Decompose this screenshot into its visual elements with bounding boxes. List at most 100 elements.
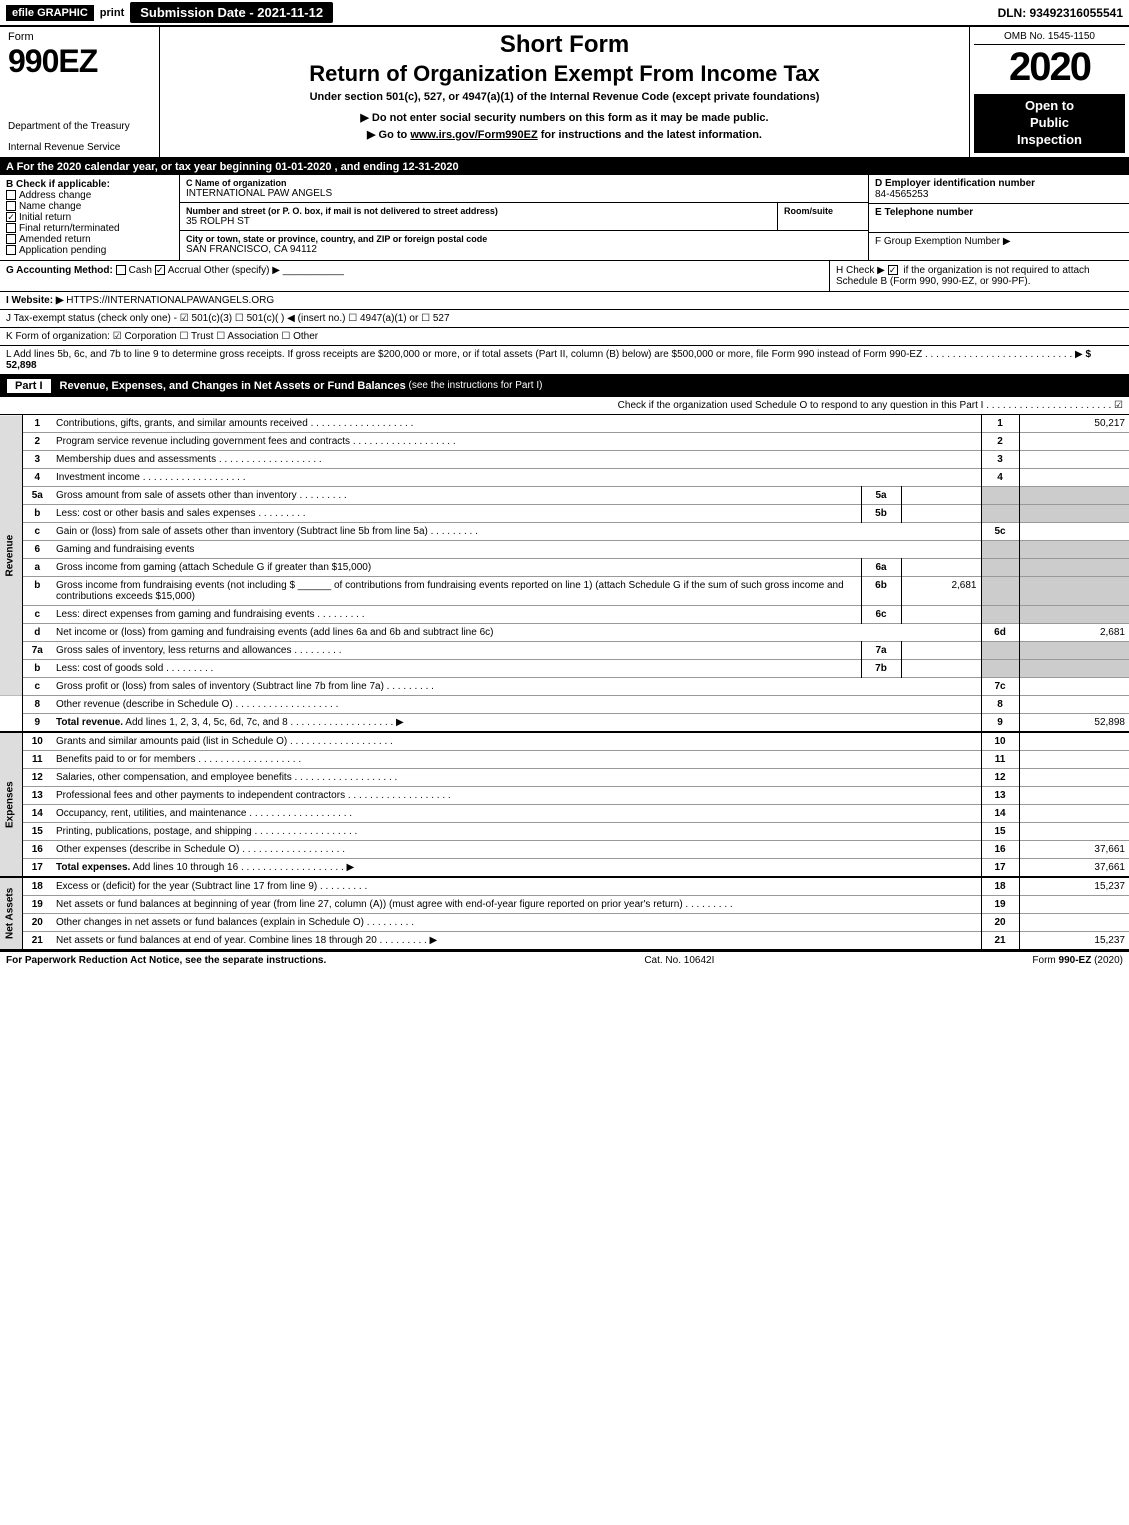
line-6b-subval: 2,681 xyxy=(901,576,981,605)
line-15-rnum: 15 xyxy=(981,822,1019,840)
line-12-num: 12 xyxy=(22,768,52,786)
row-a-tax-year: A For the 2020 calendar year, or tax yea… xyxy=(0,159,1129,175)
line-14-desc: Occupancy, rent, utilities, and maintena… xyxy=(56,808,352,819)
line-11-rval xyxy=(1019,750,1129,768)
part-1-label: Part I xyxy=(6,378,52,394)
line-21-rval: 15,237 xyxy=(1019,931,1129,950)
line-19-rval xyxy=(1019,895,1129,913)
line-5b-subval xyxy=(901,504,981,522)
open-public-inspection: Open to Public Inspection xyxy=(974,94,1125,153)
line-15-num: 15 xyxy=(22,822,52,840)
line-13-rval xyxy=(1019,786,1129,804)
checkbox-application-pending[interactable] xyxy=(6,245,16,255)
efile-label: efile GRAPHIC xyxy=(6,5,94,21)
line-11-rnum: 11 xyxy=(981,750,1019,768)
checkbox-schedule-b[interactable] xyxy=(888,265,898,275)
section-identifying: B Check if applicable: Address change Na… xyxy=(0,175,1129,261)
inspection: Inspection xyxy=(978,132,1121,149)
line-10-num: 10 xyxy=(22,732,52,751)
line-10-rval xyxy=(1019,732,1129,751)
line-6c-num: c xyxy=(22,605,52,623)
line-13-desc: Professional fees and other payments to … xyxy=(56,790,451,801)
line-9-desc: Add lines 1, 2, 3, 4, 5c, 6d, 7c, and 8 xyxy=(125,717,393,728)
line-17-desc: Add lines 10 through 16 xyxy=(133,862,344,873)
do-not-enter-ssn: ▶ Do not enter social security numbers o… xyxy=(168,111,961,124)
line-2-rval xyxy=(1019,432,1129,450)
go-to-instructions: ▶ Go to www.irs.gov/Form990EZ for instru… xyxy=(168,128,961,141)
line-1-rnum: 1 xyxy=(981,415,1019,433)
line-5a-subval xyxy=(901,486,981,504)
line-2-desc: Program service revenue including govern… xyxy=(56,436,456,447)
line-8-rval xyxy=(1019,695,1129,713)
line-5c-rnum: 5c xyxy=(981,522,1019,540)
line-2-rnum: 2 xyxy=(981,432,1019,450)
line-5c-rval xyxy=(1019,522,1129,540)
line-21-num: 21 xyxy=(22,931,52,950)
line-13-rnum: 13 xyxy=(981,786,1019,804)
line-17-rval: 37,661 xyxy=(1019,858,1129,877)
under-section: Under section 501(c), 527, or 4947(a)(1)… xyxy=(168,91,961,103)
line-7a-sub: 7a xyxy=(861,641,901,659)
line-16-rnum: 16 xyxy=(981,840,1019,858)
irs-link[interactable]: www.irs.gov/Form990EZ xyxy=(410,129,537,141)
checkbox-cash[interactable] xyxy=(116,265,126,275)
line-3-rval xyxy=(1019,450,1129,468)
line-17-rnum: 17 xyxy=(981,858,1019,877)
part-1-table: Revenue 1 Contributions, gifts, grants, … xyxy=(0,415,1129,951)
line-7b-sub: 7b xyxy=(861,659,901,677)
cat-no: Cat. No. 10642I xyxy=(644,955,714,966)
row-gh: G Accounting Method: Cash Accrual Other … xyxy=(0,261,1129,292)
h-prefix: H Check ▶ xyxy=(836,265,888,276)
line-21-rnum: 21 xyxy=(981,931,1019,950)
checkbox-address-change[interactable] xyxy=(6,190,16,200)
line-6d-rval: 2,681 xyxy=(1019,623,1129,641)
line-6d-desc: Net income or (loss) from gaming and fun… xyxy=(52,623,981,641)
line-4-desc: Investment income xyxy=(56,472,246,483)
checkbox-final-return[interactable] xyxy=(6,223,16,233)
line-3-num: 3 xyxy=(22,450,52,468)
line-16-desc: Other expenses (describe in Schedule O) xyxy=(56,844,345,855)
line-6-desc: Gaming and fundraising events xyxy=(52,540,981,558)
line-14-num: 14 xyxy=(22,804,52,822)
room-suite-label: Room/suite xyxy=(784,206,862,216)
line-8-num: 8 xyxy=(22,695,52,713)
amended-return-label: Amended return xyxy=(19,234,91,245)
line-6a-subval xyxy=(901,558,981,576)
line-6b-sub: 6b xyxy=(861,576,901,605)
footer-form-prefix: Form xyxy=(1032,955,1058,966)
line-16-num: 16 xyxy=(22,840,52,858)
line-6b-pre: Gross income from fundraising events (no… xyxy=(56,580,295,591)
city-label: City or town, state or province, country… xyxy=(186,234,862,244)
cash-label: Cash xyxy=(129,265,152,276)
line-4-num: 4 xyxy=(22,468,52,486)
line-19-rnum: 19 xyxy=(981,895,1019,913)
short-form-title: Short Form xyxy=(168,31,961,59)
print-label[interactable]: print xyxy=(100,7,124,19)
line-19-num: 19 xyxy=(22,895,52,913)
checkbox-amended-return[interactable] xyxy=(6,234,16,244)
line-6d-num: d xyxy=(22,623,52,641)
line-7a-subval xyxy=(901,641,981,659)
line-5c-num: c xyxy=(22,522,52,540)
line-20-rnum: 20 xyxy=(981,913,1019,931)
tax-year: 2020 xyxy=(974,45,1125,90)
row-l-text: L Add lines 5b, 6c, and 7b to line 9 to … xyxy=(6,349,1083,360)
line-7a-num: 7a xyxy=(22,641,52,659)
line-9-num: 9 xyxy=(22,713,52,732)
checkbox-name-change[interactable] xyxy=(6,201,16,211)
group-exemption-label: F Group Exemption Number ▶ xyxy=(875,236,1123,247)
checkbox-initial-return[interactable] xyxy=(6,212,16,222)
row-i-website: I Website: ▶ HTTPS://INTERNATIONALPAWANG… xyxy=(0,292,1129,310)
footer-form-num: 990-EZ xyxy=(1059,955,1092,966)
telephone-label: E Telephone number xyxy=(875,207,1123,218)
omb-number: OMB No. 1545-1150 xyxy=(974,31,1125,45)
dept-treasury: Department of the Treasury xyxy=(8,121,151,132)
footer-form-suffix: (2020) xyxy=(1094,955,1123,966)
expenses-tab: Expenses xyxy=(0,732,22,877)
line-20-num: 20 xyxy=(22,913,52,931)
line-5a-desc: Gross amount from sale of assets other t… xyxy=(56,490,347,501)
line-5b-desc: Less: cost or other basis and sales expe… xyxy=(56,508,306,519)
checkbox-accrual[interactable] xyxy=(155,265,165,275)
application-pending-label: Application pending xyxy=(19,245,106,256)
submission-date-badge: Submission Date - 2021-11-12 xyxy=(130,2,333,23)
